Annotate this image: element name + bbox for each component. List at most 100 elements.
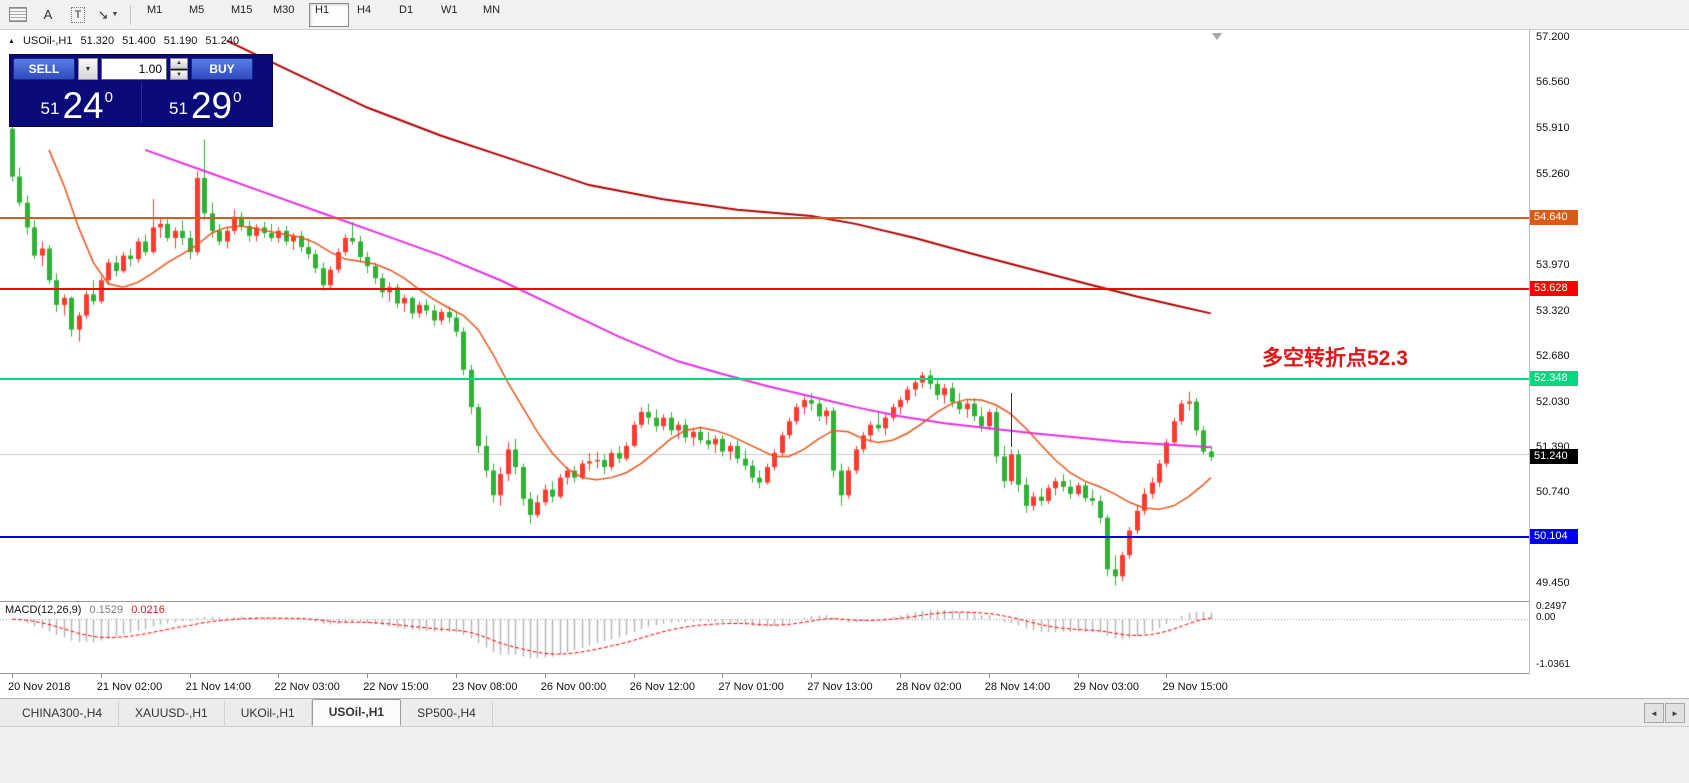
chevron-down-icon: ▼ [111,11,119,18]
time-label: 23 Nov 08:00 [452,681,518,693]
price-tick: 53.970 [1536,258,1570,271]
macd-name: MACD(12,26,9) [5,604,82,616]
ohlc-open: 51.320 [80,35,115,47]
timeframe-h1[interactable]: H1 [309,2,349,27]
timeframe-m5[interactable]: M5 [189,3,205,16]
vertical-line-object[interactable] [1011,393,1012,448]
tab-bar: CHINA300-,H4 XAUUSD-,H1 UKOil-,H1 USOil-,H1… [0,698,1689,726]
time-label: 28 Nov 14:00 [984,681,1051,693]
volume-decrease-button[interactable]: ▼ [170,69,188,80]
time-tick [100,674,102,678]
timeframe-h4[interactable]: H4 [357,3,372,16]
arrow-icon: ↘ [97,6,109,22]
arrow-tool-button[interactable]: ↘ ▼ [94,2,122,28]
chart-plot[interactable]: ▲ USOil-,H1 51.320 51.400 51.190 51.240 … [0,30,1529,601]
macd-main-value: 0.1529 [89,604,124,616]
time-label: 26 Nov 00:00 [540,681,607,693]
macd-panel[interactable]: MACD(12,26,9) 0.1529 0.0216 [0,601,1529,674]
volume-caret-icon: ▼ [84,65,92,73]
pattern-tool-button[interactable] [4,2,32,28]
chart-annotation[interactable]: 多空转折点52.3 [1262,347,1408,370]
time-tick [1077,674,1079,678]
time-axis[interactable]: 20 Nov 2018 21 Nov 02:00 21 Nov 14:00 22 No… [0,674,1689,698]
time-label: 21 Nov 14:00 [185,681,252,693]
timeframe-w1[interactable]: W1 [441,3,458,16]
time-tick [988,674,990,678]
ask-pipette: 0 [233,89,242,106]
time-tick [278,674,280,678]
price-tick: 49.450 [1536,577,1570,590]
price-tick: 55.910 [1536,121,1570,134]
hline-53.628[interactable] [0,287,1529,290]
macd-label: MACD(12,26,9) 0.1529 0.0216 [5,604,165,616]
timeframe-d1[interactable]: D1 [399,3,414,16]
time-tick [367,674,369,678]
macd-tick: 0.2497 [1536,600,1567,612]
tab-CHINA300-,H4[interactable]: CHINA300-,H4 [6,701,120,726]
tab-scroll-left-button[interactable]: ◄ [1644,703,1664,723]
status-strip [0,726,1689,783]
font-tool-button[interactable]: A [34,2,62,28]
symbol-marker-icon: ▲ [8,37,15,45]
macd-canvas[interactable] [0,602,1529,673]
tab-SP500-,H4[interactable]: SP500-,H4 [401,701,493,726]
volume-dropdown-button[interactable]: ▼ [78,58,98,80]
price-axis[interactable]: 57.200 56.560 55.910 55.260 53.970 53.320 52.6… [1529,30,1689,601]
time-label: 22 Nov 03:00 [274,681,340,693]
price-tag-53.628: 53.628 [1530,280,1578,296]
bid-integer: 51 [40,99,60,118]
bid-price: 51 24 0 [13,82,141,126]
sell-button[interactable]: SELL [13,58,75,80]
price-tick: 55.260 [1536,167,1570,180]
trade-panel-quotes: 51 24 0 51 29 0 [13,82,269,126]
trade-panel-controls: SELL ▼ ▲ ▼ BUY [13,58,269,80]
timeframe-group: M1 M5 M15 M30 H1 H4 D1 W1 MN [141,2,517,27]
hline-54.640[interactable] [0,216,1529,219]
chart-shift-marker [1212,33,1222,40]
macd-tick: -1.0361 [1536,659,1570,671]
price-tag-54.640: 54.640 [1530,209,1578,225]
macd-signal-value: 0.0216 [131,604,165,616]
timeframe-mn[interactable]: MN [483,3,501,16]
tab-scroll-right-button[interactable]: ► [1665,703,1685,723]
ohlc-high: 51.400 [122,35,156,47]
price-tick: 52.680 [1536,349,1570,362]
volume-increase-button[interactable]: ▲ [170,58,188,69]
price-tag-50.104: 50.104 [1530,529,1578,545]
time-tick [722,674,724,678]
tab-scroll: ◄ ► [1644,703,1685,723]
symbol-ohlc-line: ▲ USOil-,H1 51.320 51.400 51.190 51.240 [8,35,239,47]
bid-pipette: 0 [104,89,113,106]
timeframe-m30[interactable]: M30 [273,3,295,16]
timeframe-m15[interactable]: M15 [231,3,253,16]
time-label: 22 Nov 15:00 [363,681,429,693]
tab-list: CHINA300-,H4 XAUUSD-,H1 UKOil-,H1 USOil-,H1… [6,699,1644,726]
buy-button[interactable]: BUY [191,58,253,80]
hline-52.348[interactable] [0,378,1529,381]
time-tick [12,674,13,678]
time-label: 20 Nov 2018 [8,681,71,693]
macd-axis[interactable]: 0.2497 0.00 -1.0361 [1529,601,1689,674]
tab-USOil-,H1[interactable]: USOil-,H1 [311,699,402,726]
macd-tick: 0.00 [1536,612,1556,624]
hline-50.104[interactable] [0,536,1529,539]
volume-input[interactable] [101,58,167,80]
timeframe-m1[interactable]: M1 [147,3,163,16]
price-tick: 53.320 [1536,304,1570,317]
time-label: 29 Nov 03:00 [1073,681,1140,693]
time-label: 28 Nov 02:00 [896,681,962,693]
tab-XAUUSD-,H1[interactable]: XAUUSD-,H1 [119,701,225,726]
pattern-grid-icon [9,7,27,22]
price-tick: 50.740 [1536,486,1570,499]
time-label: 26 Nov 12:00 [629,681,696,693]
text-tool-button[interactable]: T [64,2,92,28]
time-tick [544,674,546,678]
tab-UKOil-,H1[interactable]: UKOil-,H1 [225,701,312,726]
price-tag-current: 51.240 [1530,449,1578,465]
trade-panel: SELL ▼ ▲ ▼ BUY 51 24 0 51 29 0 [9,54,273,127]
toolbar: A T ↘ ▼ M1 M5 M15 M30 H1 H4 D1 W1 MN [0,0,1689,30]
bid-pips: 24 [62,84,104,126]
price-tick: 56.560 [1536,76,1570,89]
time-tick [811,674,813,678]
symbol-title: USOil-,H1 [22,35,73,47]
